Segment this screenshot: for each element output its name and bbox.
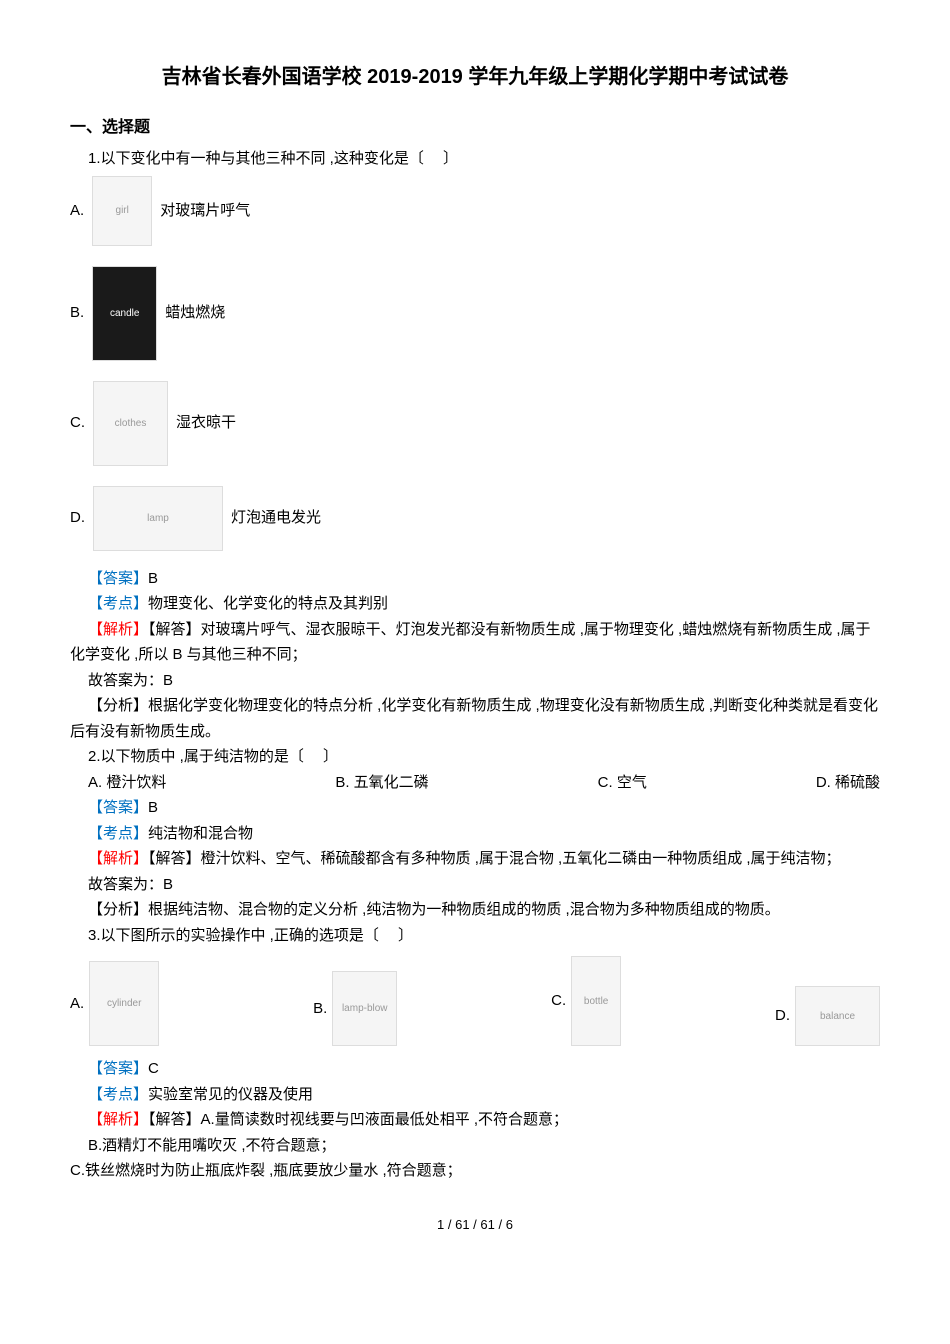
q2-option-b: B. 五氧化二磷	[335, 770, 428, 796]
fenxi-label: 【分析】	[88, 697, 148, 714]
fenxi-label: 【分析】	[88, 901, 148, 918]
fenxi-text: 根据纯洁物、混合物的定义分析 ,纯洁物为一种物质组成的物质 ,混合物为多种物质组…	[148, 901, 780, 918]
answer-value: B	[148, 570, 158, 587]
q2-option-d: D. 稀硫酸	[816, 770, 880, 796]
q2-options: A. 橙汁饮料 B. 五氧化二磷 C. 空气 D. 稀硫酸	[70, 770, 880, 796]
q2-kaodian: 【考点】纯洁物和混合物	[70, 821, 880, 847]
kaodian-label: 【考点】	[88, 1086, 148, 1103]
kaodian-text: 实验室常见的仪器及使用	[148, 1086, 313, 1103]
option-letter-c: C.	[551, 988, 566, 1014]
kaodian-label: 【考点】	[88, 825, 148, 842]
q2-option-a: A. 橙汁饮料	[88, 770, 166, 796]
exam-title: 吉林省长春外国语学校 2019-2019 学年九年级上学期化学期中考试试卷	[70, 60, 880, 94]
q1-conclude: 故答案为：B	[70, 668, 880, 694]
option-letter-a: A.	[70, 991, 84, 1017]
q1-option-a: A. girl 对玻璃片呼气	[70, 176, 880, 246]
kaodian-text: 纯洁物和混合物	[148, 825, 253, 842]
q3-jieda-c: C.铁丝燃烧时为防止瓶底炸裂 ,瓶底要放少量水 ,符合题意；	[70, 1158, 880, 1184]
q3-kaodian: 【考点】实验室常见的仪器及使用	[70, 1082, 880, 1108]
kaodian-label: 【考点】	[88, 595, 148, 612]
jiexi-label: 【解析】	[88, 1111, 148, 1128]
q1-option-d: D. lamp 灯泡通电发光	[70, 486, 880, 551]
option-letter-c: C.	[70, 410, 85, 436]
jiexi-label: 【解析】	[88, 621, 148, 638]
q3-option-b: B. lamp-blow	[313, 971, 397, 1046]
answer-label: 【答案】	[88, 799, 148, 816]
q1-kaodian: 【考点】物理变化、化学变化的特点及其判别	[70, 591, 880, 617]
alcohol-lamp-icon: lamp-blow	[332, 971, 397, 1046]
q2-jiexi: 【解析】【解答】橙汁饮料、空气、稀硫酸都含有多种物质 ,属于混合物 ,五氧化二磷…	[70, 846, 880, 872]
q1-jiexi: 【解析】【解答】对玻璃片呼气、湿衣服晾干、灯泡发光都没有新物质生成 ,属于物理变…	[70, 617, 880, 668]
option-text: 蜡烛燃烧	[165, 300, 225, 326]
candle-icon: candle	[92, 266, 157, 361]
jieda-label: 【解答】	[148, 1111, 201, 1128]
option-letter-b: B.	[70, 300, 84, 326]
girl-blowing-icon: girl	[92, 176, 152, 246]
option-text: 对玻璃片呼气	[160, 198, 250, 224]
option-letter-a: A.	[70, 198, 84, 224]
balance-scale-icon: balance	[795, 986, 880, 1046]
option-text: 湿衣晾干	[176, 410, 236, 436]
q2-text: 2.以下物质中 ,属于纯洁物的是〔 〕	[70, 744, 880, 770]
q3-option-d: D. balance	[775, 986, 880, 1046]
graduated-cylinder-icon: cylinder	[89, 961, 159, 1046]
q1-fenxi: 【分析】根据化学变化物理变化的特点分析 ,化学变化有新物质生成 ,物理变化没有新…	[70, 693, 880, 744]
option-letter-d: D.	[70, 505, 85, 531]
jieda-label: 【解答】	[148, 621, 201, 638]
jieda-label: 【解答】	[148, 850, 201, 867]
q2-fenxi: 【分析】根据纯洁物、混合物的定义分析 ,纯洁物为一种物质组成的物质 ,混合物为多…	[70, 897, 880, 923]
q1-answer: 【答案】B	[70, 566, 880, 592]
page-footer: 1 / 61 / 61 / 6	[70, 1214, 880, 1236]
q3-options: A. cylinder B. lamp-blow C. bottle D. ba…	[70, 956, 880, 1046]
jieda-text: 橙汁饮料、空气、稀硫酸都含有多种物质 ,属于混合物 ,五氧化二磷由一种物质组成 …	[201, 850, 841, 867]
q3-jieda-b: B.酒精灯不能用嘴吹灭 ,不符合题意；	[70, 1133, 880, 1159]
q3-jiexi-a: 【解析】【解答】A.量筒读数时视线要与凹液面最低处相平 ,不符合题意；	[70, 1107, 880, 1133]
gas-bottle-icon: bottle	[571, 956, 621, 1046]
option-text: 灯泡通电发光	[231, 505, 321, 531]
q3-option-c: C. bottle	[551, 956, 621, 1046]
q3-option-a: A. cylinder	[70, 961, 159, 1046]
section-header: 一、选择题	[70, 114, 880, 141]
clothes-drying-icon: clothes	[93, 381, 168, 466]
q1-text: 1.以下变化中有一种与其他三种不同 ,这种变化是〔 〕	[70, 146, 880, 172]
q2-answer: 【答案】B	[70, 795, 880, 821]
q2-option-c: C. 空气	[598, 770, 647, 796]
q3-answer: 【答案】C	[70, 1056, 880, 1082]
lightbulb-icon: lamp	[93, 486, 223, 551]
q1-option-b: B. candle 蜡烛燃烧	[70, 266, 880, 361]
option-letter-d: D.	[775, 1003, 790, 1029]
answer-label: 【答案】	[88, 570, 148, 587]
q1-option-c: C. clothes 湿衣晾干	[70, 381, 880, 466]
fenxi-text: 根据化学变化物理变化的特点分析 ,化学变化有新物质生成 ,物理变化没有新物质生成…	[70, 697, 878, 740]
answer-value: B	[148, 799, 158, 816]
answer-label: 【答案】	[88, 1060, 148, 1077]
q2-conclude: 故答案为：B	[70, 872, 880, 898]
answer-value: C	[148, 1060, 159, 1077]
kaodian-text: 物理变化、化学变化的特点及其判别	[148, 595, 388, 612]
jiexi-label: 【解析】	[88, 850, 148, 867]
q3-text: 3.以下图所示的实验操作中 ,正确的选项是〔 〕	[70, 923, 880, 949]
jieda-a-text: A.量筒读数时视线要与凹液面最低处相平 ,不符合题意；	[201, 1111, 569, 1128]
option-letter-b: B.	[313, 996, 327, 1022]
